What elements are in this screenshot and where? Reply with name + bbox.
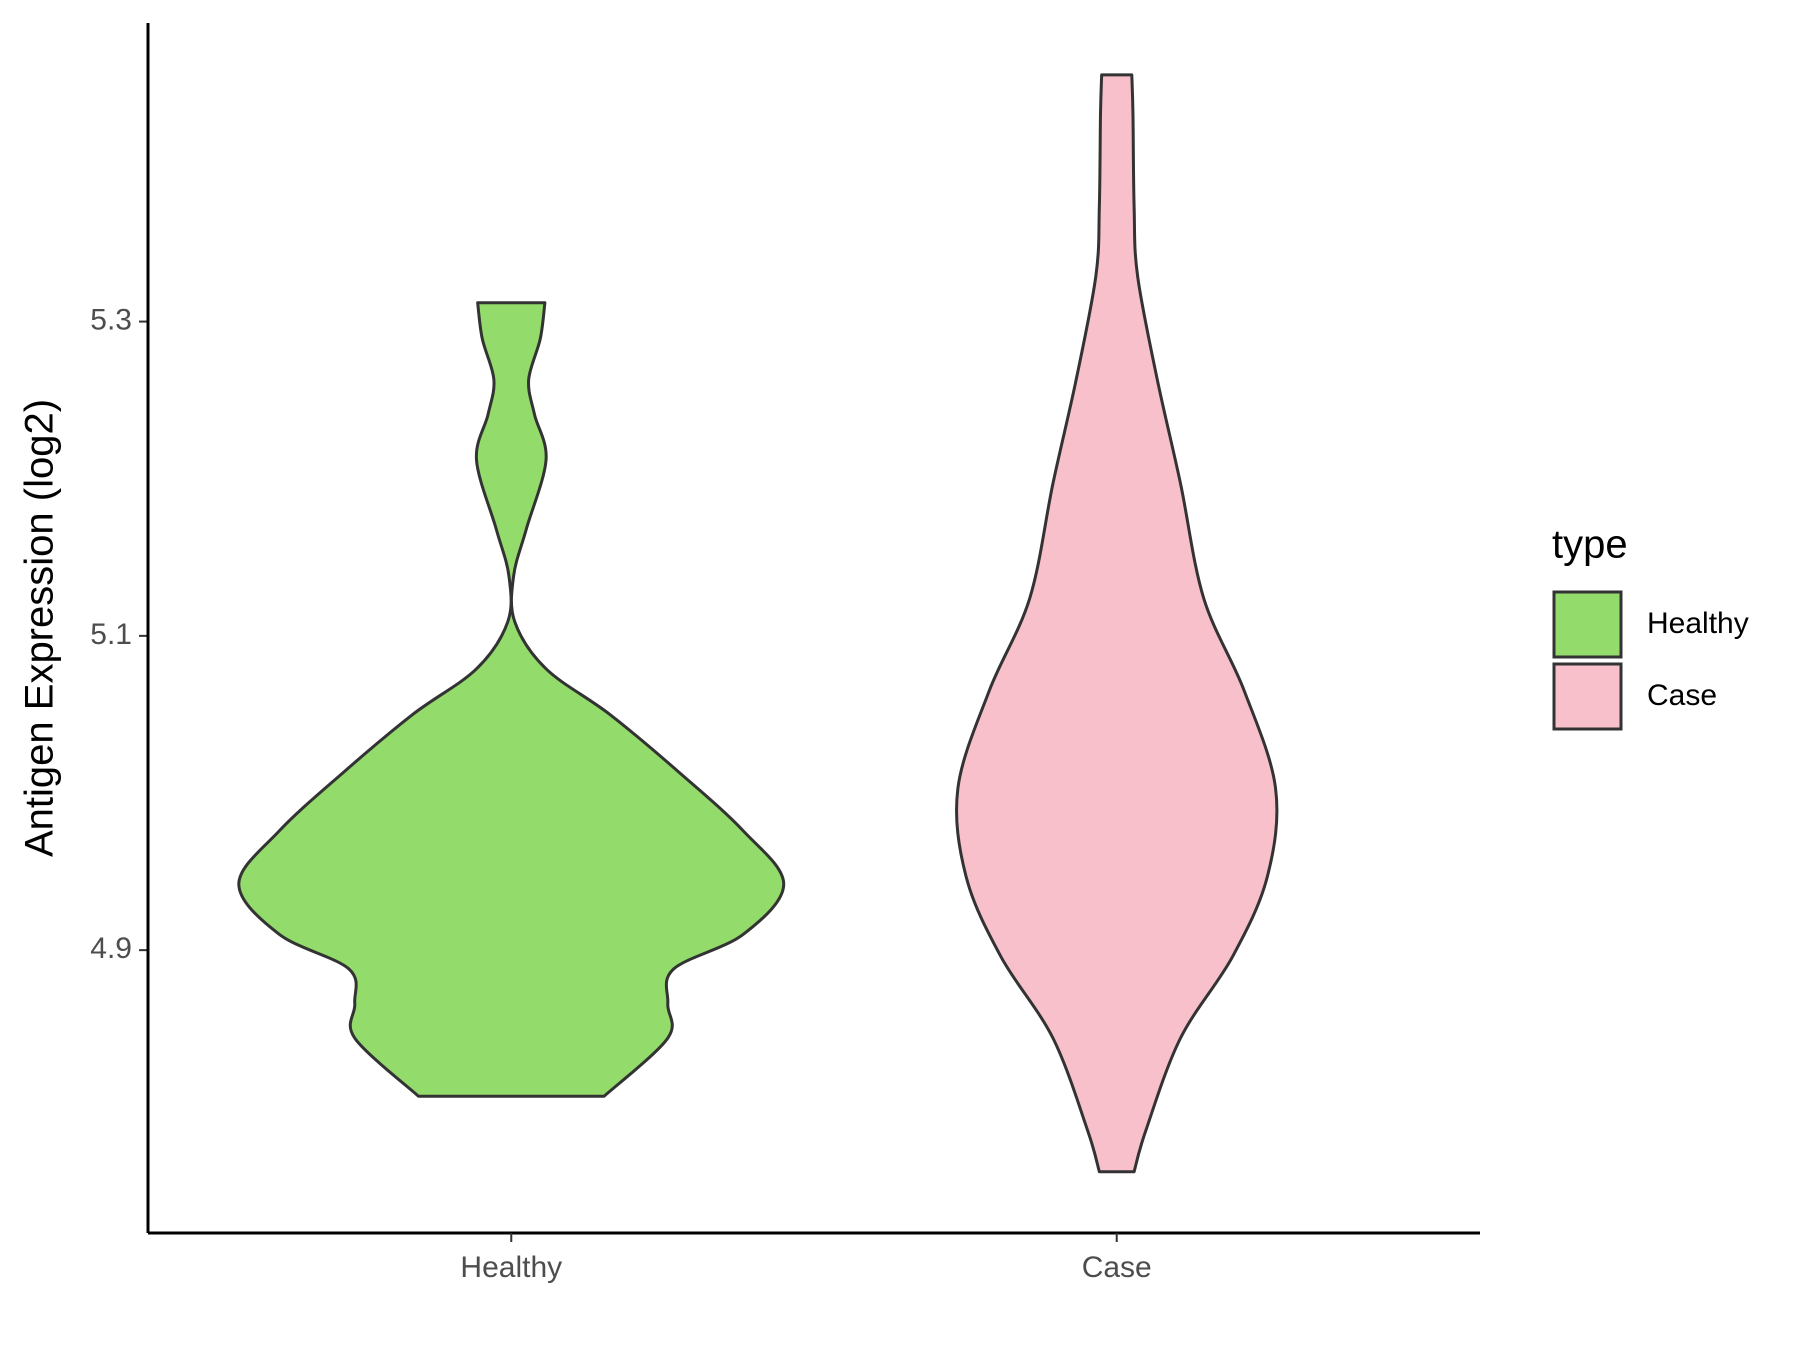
legend-key	[1552, 590, 1623, 659]
y-tick-label: 4.9	[90, 932, 132, 965]
y-axis-title: Antigen Expression (log2)	[18, 399, 62, 857]
y-tick-label: 5.3	[90, 303, 132, 336]
y-tick-label: 5.1	[90, 618, 132, 651]
x-tick-label: Healthy	[460, 1251, 562, 1284]
x-tick-label: Case	[1082, 1251, 1152, 1284]
violin	[237, 301, 786, 1098]
legend-label: Case	[1647, 679, 1717, 712]
legend-key	[1552, 662, 1623, 731]
legend-title: type	[1552, 523, 1628, 567]
legend-label: Healthy	[1647, 607, 1749, 640]
violin	[955, 73, 1279, 1174]
